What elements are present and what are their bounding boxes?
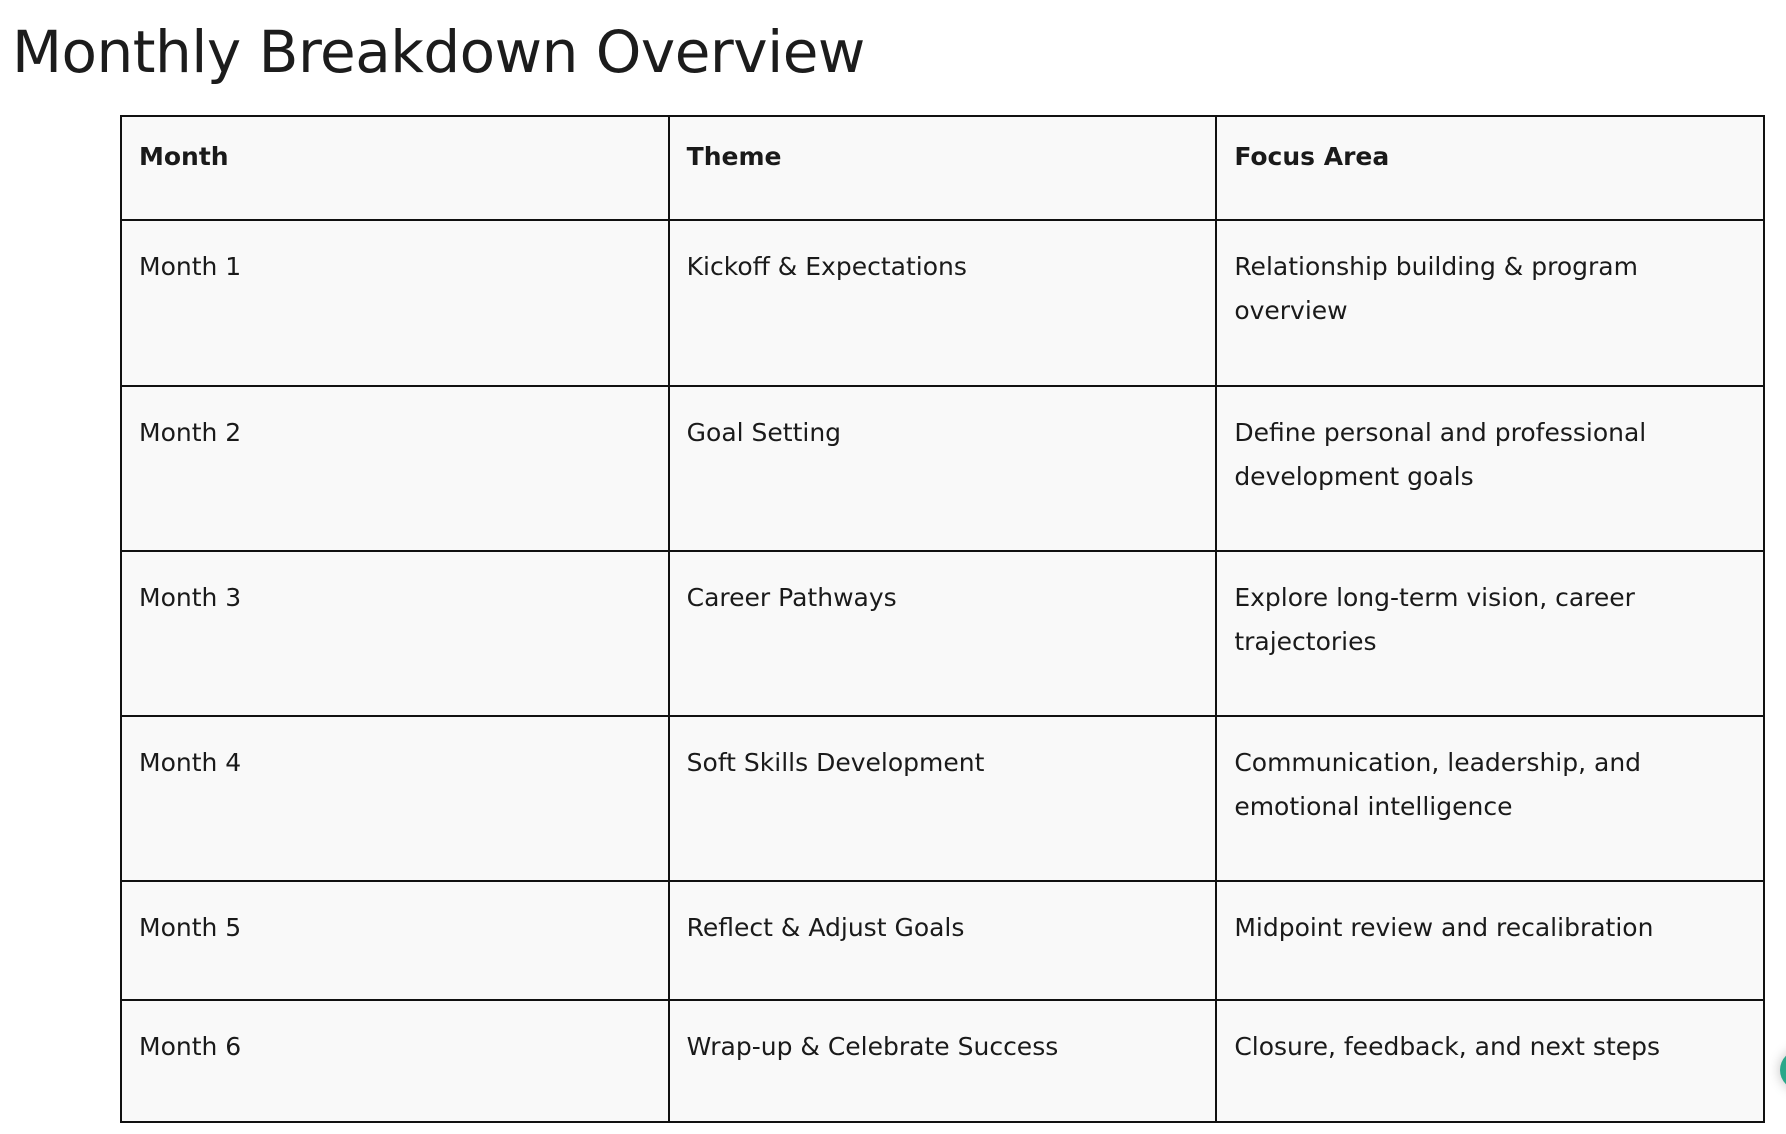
table-row: Month 3 Career Pathways Explore long-ter… bbox=[120, 550, 1765, 717]
cell-focus-area: Define personal and professional develop… bbox=[1215, 385, 1765, 553]
table-row: Month 4 Soft Skills Development Communic… bbox=[120, 714, 1765, 882]
cell-month: Month 6 bbox=[120, 999, 670, 1123]
cell-month: Month 4 bbox=[120, 714, 670, 882]
cell-focus-area: Relationship building & program overview bbox=[1215, 218, 1765, 388]
cell-theme: Soft Skills Development bbox=[667, 714, 1218, 882]
cell-theme: Reflect & Adjust Goals bbox=[667, 879, 1218, 1002]
table-row: Month 1 Kickoff & Expectations Relations… bbox=[120, 218, 1765, 388]
header-focus-area: Focus Area bbox=[1215, 115, 1765, 221]
cell-month: Month 1 bbox=[120, 218, 670, 388]
cell-theme: Career Pathways bbox=[667, 550, 1218, 717]
table-header-row: Month Theme Focus Area bbox=[120, 115, 1765, 221]
header-month: Month bbox=[120, 115, 670, 221]
cell-theme: Goal Setting bbox=[667, 385, 1218, 553]
floating-action-button[interactable] bbox=[1780, 1050, 1786, 1090]
header-theme: Theme bbox=[667, 115, 1218, 221]
cell-month: Month 2 bbox=[120, 385, 670, 553]
cell-month: Month 3 bbox=[120, 550, 670, 717]
monthly-breakdown-table: Month Theme Focus Area Month 1 Kickoff &… bbox=[120, 115, 1765, 1123]
cell-theme: Kickoff & Expectations bbox=[667, 218, 1218, 388]
table-row: Month 2 Goal Setting Define personal and… bbox=[120, 385, 1765, 553]
table-row: Month 6 Wrap-up & Celebrate Success Clos… bbox=[120, 999, 1765, 1123]
page-title: Monthly Breakdown Overview bbox=[12, 18, 865, 86]
cell-theme: Wrap-up & Celebrate Success bbox=[667, 999, 1218, 1123]
cell-focus-area: Closure, feedback, and next steps bbox=[1215, 999, 1765, 1123]
cell-month: Month 5 bbox=[120, 879, 670, 1002]
cell-focus-area: Midpoint review and recalibration bbox=[1215, 879, 1765, 1002]
cell-focus-area: Explore long-term vision, career traject… bbox=[1215, 550, 1765, 717]
table-row: Month 5 Reflect & Adjust Goals Midpoint … bbox=[120, 879, 1765, 1002]
cell-focus-area: Communication, leadership, and emotional… bbox=[1215, 714, 1765, 882]
